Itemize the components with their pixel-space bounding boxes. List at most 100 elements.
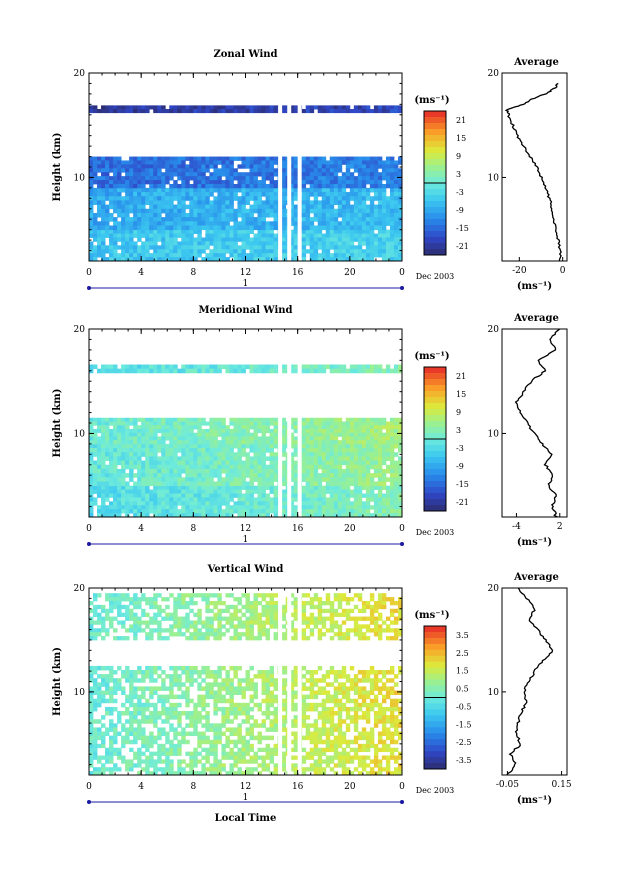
heatmap-cell [341, 448, 347, 453]
heatmap-cell [229, 755, 234, 760]
heatmap-cell [201, 241, 206, 246]
heatmap-cell [385, 208, 391, 214]
heatmap-cell [133, 485, 138, 490]
heatmap-cell [305, 229, 311, 234]
heatmap-cell [237, 187, 242, 193]
heatmap-cell [333, 192, 339, 197]
heatmap-cell [101, 428, 106, 434]
heatmap-cell [117, 245, 122, 250]
heatmap-cell [237, 509, 242, 514]
heatmap-cell [101, 763, 106, 768]
heatmap-cell [301, 513, 307, 518]
heatmap-cell [257, 436, 262, 441]
heatmap-cell [205, 428, 210, 434]
heatmap-cell [121, 505, 126, 510]
heatmap-cell [389, 156, 395, 161]
heatmap-cell [249, 493, 254, 498]
heatmap-cell [113, 509, 118, 514]
heatmap-cell [89, 763, 94, 768]
heatmap-cell [365, 237, 371, 242]
heatmap-cell [289, 440, 295, 445]
heatmap-cell [325, 425, 331, 430]
heatmap-cell [261, 183, 266, 189]
heatmap-cell [321, 245, 327, 250]
heatmap-cell [141, 468, 146, 474]
heatmap-cell [233, 473, 238, 478]
heatmap-cell [229, 180, 234, 185]
heatmap-cell [357, 192, 363, 197]
heatmap-cell [265, 176, 270, 181]
heatmap-cell [137, 763, 142, 768]
heatmap-cell [317, 432, 323, 437]
heatmap-cell [281, 237, 287, 242]
heatmap-cell [129, 763, 134, 768]
y-tick-label: 20 [74, 69, 86, 79]
heatmap-cell [345, 183, 351, 189]
heatmap-cell [173, 464, 178, 470]
heatmap-cell [313, 501, 319, 506]
heatmap-cell [213, 245, 218, 250]
heatmap-cell [105, 425, 110, 430]
heatmap-cell [345, 678, 351, 683]
heatmap-cell [213, 763, 218, 768]
heatmap-cell [217, 443, 222, 449]
heatmap-cell [293, 421, 299, 426]
heatmap-cell [293, 481, 299, 487]
heatmap-cell [253, 241, 258, 246]
heatmap-cell [221, 493, 226, 498]
heatmap-cell [293, 204, 299, 210]
heatmap-cell [305, 678, 311, 683]
colorbar-swatch [424, 499, 446, 506]
heatmap-cell [225, 513, 230, 518]
heatmap-cell [321, 233, 327, 238]
heatmap-cell [269, 485, 274, 490]
heatmap-cell [149, 172, 154, 177]
heatmap-cell [217, 468, 222, 474]
heatmap-cell [385, 489, 391, 494]
heatmap-cell [97, 225, 102, 231]
heatmap-cell [345, 436, 351, 441]
heatmap-cell [189, 217, 194, 222]
heatmap-cell [101, 172, 106, 177]
heatmap-cell [273, 460, 278, 466]
colorbar-swatch [424, 385, 446, 392]
heatmap-cell [253, 751, 258, 756]
heatmap-cell [157, 468, 162, 474]
heatmap-cell [233, 421, 238, 426]
colorbar-tick-label: 21 [456, 116, 466, 125]
heatmap-cell [321, 221, 327, 226]
heatmap-cell [337, 497, 343, 502]
heatmap-cell [177, 245, 182, 250]
heatmap-cell [245, 513, 250, 518]
heatmap-cell [253, 156, 258, 161]
heatmap-cell [221, 509, 226, 514]
heatmap-cell [213, 443, 218, 449]
heatmap-cell [161, 257, 166, 262]
heatmap-cell [337, 417, 343, 422]
heatmap-cell [193, 241, 198, 246]
heatmap-cell [217, 233, 222, 238]
heatmap-cell [221, 164, 226, 169]
heatmap-cell [269, 192, 274, 197]
heatmap-cell [289, 245, 295, 250]
heatmap-cell [381, 105, 387, 110]
heatmap-cell [237, 678, 242, 683]
heatmap-cell [249, 456, 254, 461]
heatmap-cell [205, 468, 210, 474]
heatmap-cell [349, 245, 355, 250]
heatmap-cell [149, 452, 154, 457]
heatmap-cell [273, 452, 278, 457]
heatmap-cell [249, 204, 254, 210]
heatmap-cell [145, 755, 150, 760]
heatmap-cell [97, 368, 102, 374]
heatmap-cell [173, 497, 178, 502]
heatmap-cell [193, 436, 198, 441]
heatmap-cell [369, 481, 375, 487]
heatmap-cell [97, 743, 102, 749]
heatmap-cell [265, 105, 270, 110]
heatmap-cell [305, 767, 311, 772]
heatmap-cell [93, 192, 98, 197]
heatmap-cell [105, 204, 110, 210]
heatmap-cell [349, 192, 355, 197]
heatmap-cell [321, 493, 327, 498]
